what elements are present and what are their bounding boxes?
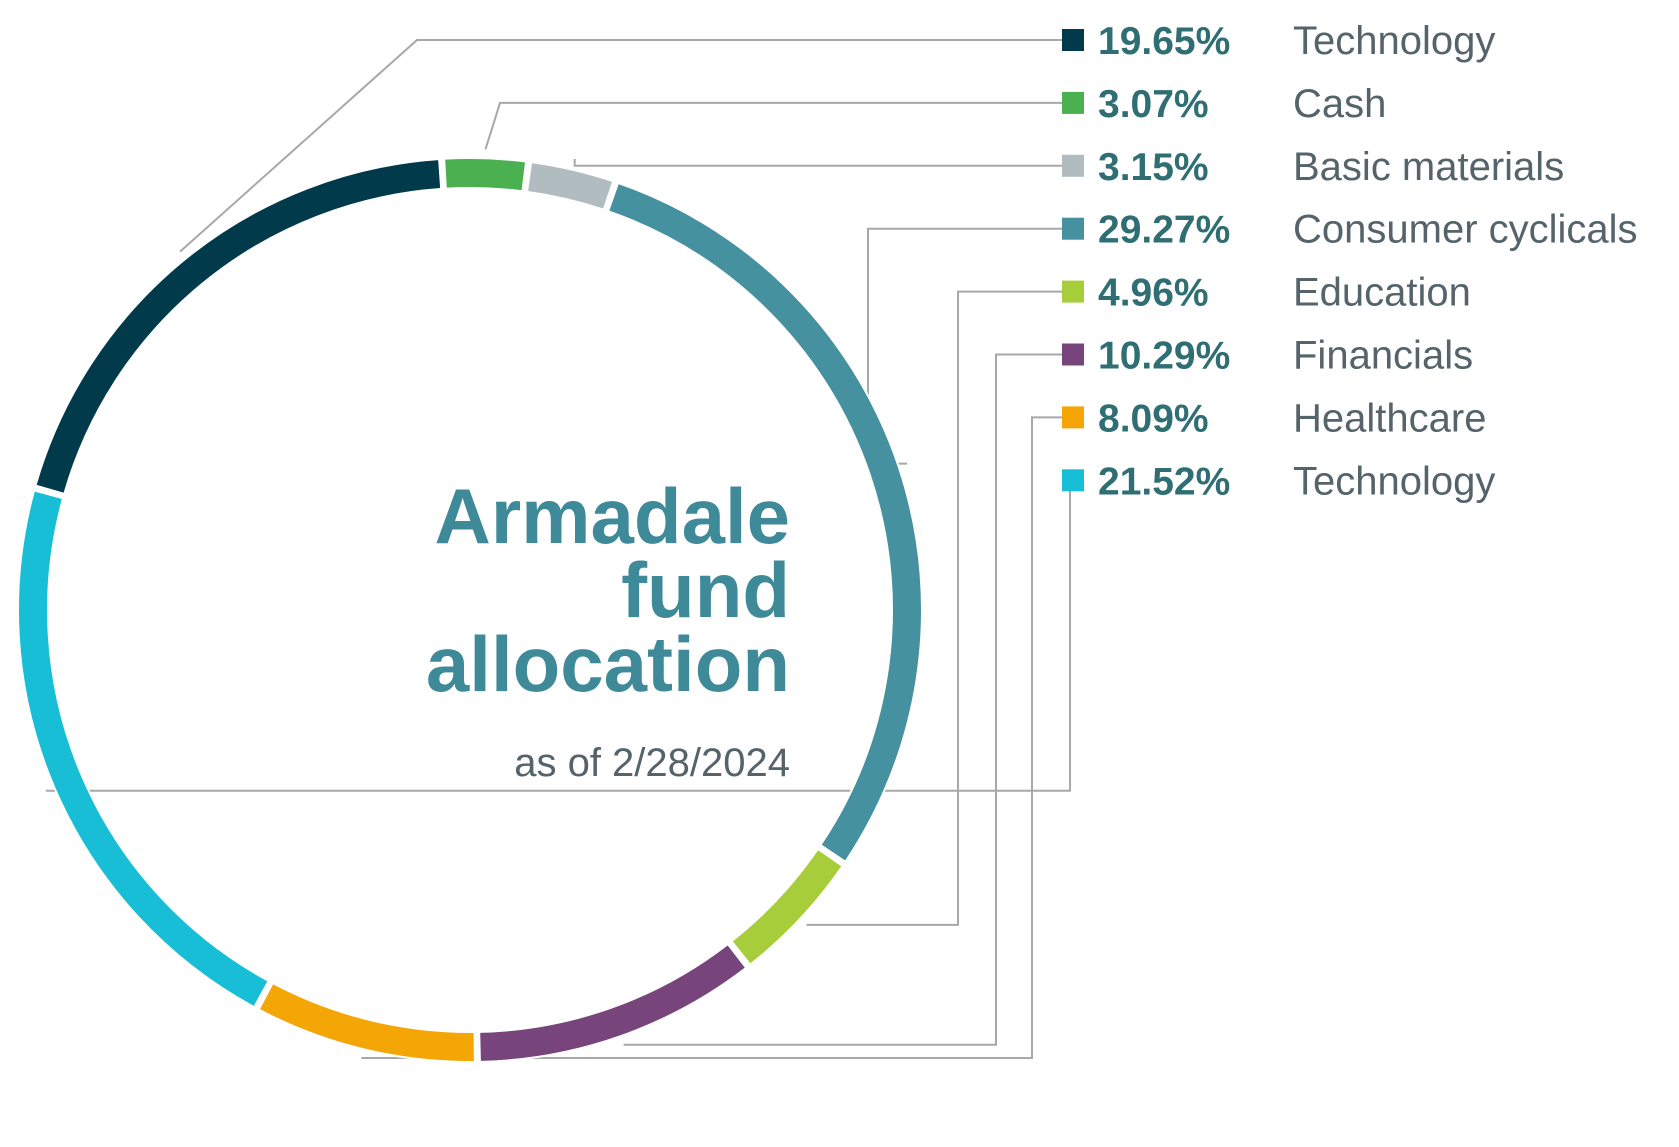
leader-line-7 bbox=[361, 416, 1062, 1059]
title-line-3: allocation bbox=[426, 620, 790, 708]
legend-label-5: Education bbox=[1293, 271, 1471, 315]
legend-label-8: Technology bbox=[1293, 459, 1495, 503]
chart-title: Armadale fund allocation as of 2/28/2024 bbox=[426, 472, 790, 785]
legend-swatch-5 bbox=[1062, 280, 1084, 303]
legend-percent-1: 19.65% bbox=[1098, 20, 1230, 63]
leader-line-3 bbox=[573, 159, 1062, 167]
legend-label-1: Technology bbox=[1293, 19, 1495, 63]
legend-label-3: Basic materials bbox=[1293, 145, 1564, 189]
slice-7 bbox=[260, 984, 474, 1061]
legend-swatch-8 bbox=[1062, 469, 1084, 492]
legend-percent-7: 8.09% bbox=[1098, 397, 1209, 440]
slice-8 bbox=[19, 491, 268, 1006]
title-line-2: fund bbox=[621, 546, 790, 634]
legend-label-2: Cash bbox=[1293, 82, 1386, 126]
legend-swatch-4 bbox=[1062, 217, 1084, 240]
slice-5 bbox=[732, 850, 842, 964]
legend-percent-5: 4.96% bbox=[1098, 272, 1209, 315]
legend-percent-4: 29.27% bbox=[1098, 209, 1230, 252]
title-line-1: Armadale bbox=[435, 472, 791, 560]
slice-3 bbox=[527, 163, 612, 209]
legend-percent-3: 3.15% bbox=[1098, 146, 1209, 189]
legend-label-6: Financials bbox=[1293, 334, 1473, 378]
legend: 19.65% Technology 3.07% Cash 3.15% Basic mate… bbox=[1062, 19, 1638, 503]
leader-line-2 bbox=[484, 101, 1062, 150]
legend-percent-6: 10.29% bbox=[1098, 335, 1230, 378]
legend-label-4: Consumer cyclicals bbox=[1293, 208, 1638, 252]
legend-swatch-1 bbox=[1062, 29, 1084, 51]
legend-swatch-3 bbox=[1062, 154, 1084, 177]
leader-line-5 bbox=[806, 290, 1062, 926]
slice-4 bbox=[609, 184, 921, 861]
slice-1 bbox=[36, 160, 441, 493]
legend-label-7: Healthcare bbox=[1293, 396, 1486, 440]
leader-line-6 bbox=[623, 353, 1062, 1046]
slice-2 bbox=[445, 159, 525, 191]
leader-line-1 bbox=[179, 39, 1062, 253]
legend-swatch-7 bbox=[1062, 406, 1084, 429]
donut-ring bbox=[17, 157, 923, 1063]
legend-percent-2: 3.07% bbox=[1098, 83, 1209, 126]
legend-percent-8: 21.52% bbox=[1098, 460, 1230, 503]
legend-swatch-2 bbox=[1062, 91, 1084, 114]
legend-swatch-6 bbox=[1062, 343, 1084, 366]
chart-subtitle: as of 2/28/2024 bbox=[514, 741, 790, 785]
leader-lines bbox=[45, 39, 1071, 1059]
slice-6 bbox=[480, 945, 745, 1061]
